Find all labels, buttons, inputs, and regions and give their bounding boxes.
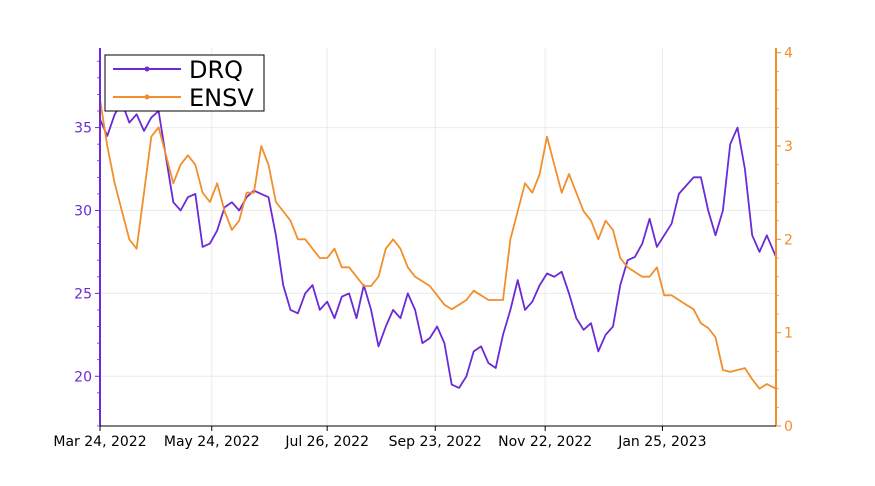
x-axis-ticks: Mar 24, 2022 May 24, 2022 Jul 26, 2022 Sep … — [53, 426, 707, 450]
x-tick-label: Jan 25, 2023 — [617, 434, 706, 450]
x-tick-label: Sep 23, 2022 — [389, 434, 482, 450]
legend-box — [104, 54, 265, 112]
x-tick-label: Jul 26, 2022 — [284, 434, 369, 450]
legend: DRQ ENSV — [104, 54, 265, 112]
legend-label-drq: DRQ — [189, 56, 243, 84]
right-y-axis-ticks: 0 1 2 3 4 — [776, 46, 793, 435]
legend-label-ensv: ENSV — [189, 84, 254, 112]
right-y-tick-label: 4 — [784, 46, 793, 62]
series-line-ensv — [99, 99, 777, 390]
legend-marker-drq — [144, 66, 150, 72]
x-tick-label: May 24, 2022 — [164, 434, 260, 450]
x-tick-label: Mar 24, 2022 — [53, 434, 146, 450]
left-y-tick-label: 25 — [74, 286, 92, 302]
left-y-axis-ticks: 20 25 30 35 — [74, 60, 100, 427]
left-y-tick-label: 20 — [74, 369, 92, 385]
legend-marker-ensv — [144, 94, 150, 100]
right-y-tick-label: 3 — [784, 139, 793, 155]
right-y-tick-label: 0 — [784, 419, 793, 435]
series-line-drq — [99, 101, 777, 389]
series-layer — [99, 99, 777, 390]
left-y-tick-label: 30 — [74, 203, 92, 219]
right-y-tick-label: 2 — [784, 232, 793, 248]
right-y-tick-label: 1 — [784, 326, 793, 342]
x-tick-label: Nov 22, 2022 — [498, 434, 592, 450]
left-y-tick-label: 35 — [74, 121, 92, 137]
